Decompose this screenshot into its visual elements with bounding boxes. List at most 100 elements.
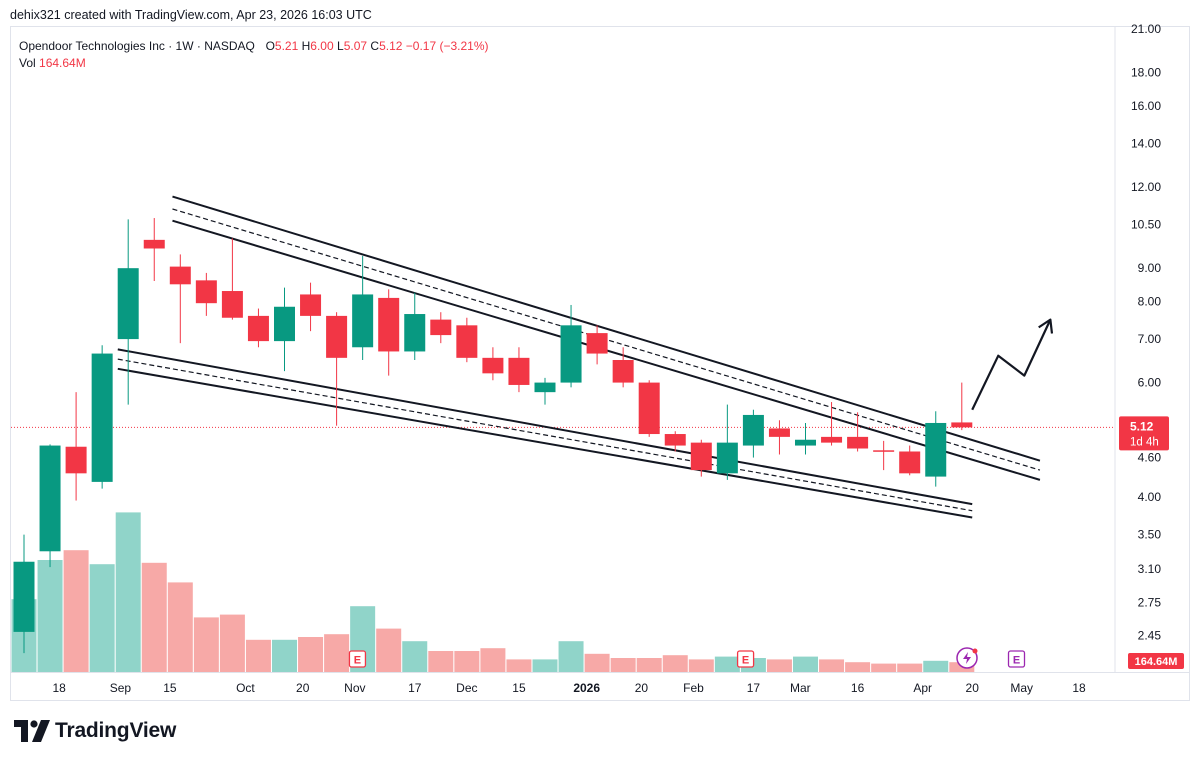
- time-tick-label: 18: [52, 681, 66, 695]
- candle[interactable]: [951, 382, 973, 431]
- candle[interactable]: [221, 238, 243, 320]
- volume-bar: [897, 663, 923, 672]
- candle[interactable]: [847, 412, 869, 452]
- candle[interactable]: [326, 312, 348, 426]
- candle[interactable]: [899, 445, 921, 476]
- time-tick-label: 20: [296, 681, 310, 695]
- notification-dot: [972, 648, 978, 654]
- candle[interactable]: [586, 325, 608, 365]
- time-tick-label: 17: [408, 681, 422, 695]
- upper-channel-solid-line: [172, 195, 1041, 462]
- volume-bar: [871, 663, 897, 672]
- candle[interactable]: [274, 287, 295, 372]
- candle[interactable]: [508, 347, 530, 393]
- volume-bar: [272, 639, 297, 672]
- candle[interactable]: [638, 380, 660, 437]
- candle[interactable]: [13, 534, 35, 654]
- volume-badge-value: 164.64M: [1135, 656, 1178, 668]
- symbol-title[interactable]: Opendoor Technologies Inc · 1W · NASDAQ: [19, 39, 255, 53]
- candle[interactable]: [430, 312, 452, 344]
- candle[interactable]: [91, 345, 113, 489]
- candle-body: [13, 561, 35, 632]
- candle[interactable]: [352, 255, 374, 361]
- close-label: C: [370, 39, 380, 53]
- candle[interactable]: [768, 420, 790, 455]
- candle[interactable]: [821, 402, 843, 446]
- candle[interactable]: [300, 282, 322, 332]
- candle[interactable]: [742, 409, 764, 458]
- low-value: 5.07: [343, 39, 368, 53]
- candle[interactable]: [404, 292, 426, 361]
- candle[interactable]: [117, 219, 139, 405]
- candle-body: [873, 450, 895, 452]
- candle[interactable]: [65, 392, 87, 501]
- lower-channel-dashed-line: [117, 358, 973, 512]
- projection-arrow-head: [1038, 318, 1054, 334]
- price-tick-label: 7.00: [1138, 332, 1162, 346]
- event-icon-letter: E: [742, 655, 749, 667]
- brand-name: TradingView: [55, 719, 177, 742]
- candle[interactable]: [195, 272, 217, 316]
- candle[interactable]: [690, 439, 712, 477]
- candle-body: [195, 280, 217, 304]
- candle-body: [430, 319, 452, 336]
- time-tick-label: 2026: [573, 681, 600, 695]
- earnings-event-icon[interactable]: E: [1007, 650, 1026, 668]
- earnings-event-icon[interactable]: E: [348, 650, 367, 668]
- legend-price-row: Opendoor Technologies Inc · 1W · NASDAQ …: [19, 38, 489, 55]
- candle[interactable]: [39, 444, 61, 568]
- volume-label[interactable]: Vol: [19, 56, 36, 70]
- high-label: H: [301, 39, 311, 53]
- candle[interactable]: [612, 347, 634, 388]
- candle-body: [274, 306, 295, 342]
- volume-bar: [141, 562, 167, 672]
- volume-bar: [584, 653, 610, 672]
- candle-body: [899, 451, 921, 474]
- tradingview-logo[interactable]: TradingView: [14, 719, 176, 743]
- volume-bar: [662, 655, 688, 672]
- candle[interactable]: [560, 304, 582, 388]
- candle-body: [586, 333, 608, 354]
- candle[interactable]: [873, 440, 895, 471]
- lightning-event-icon[interactable]: [956, 647, 978, 669]
- volume-bar: [298, 637, 324, 672]
- event-icon-letter: E: [354, 655, 361, 667]
- event-icon-letter: E: [1013, 655, 1020, 667]
- time-tick-label: May: [1010, 681, 1033, 695]
- volume-bar: [115, 512, 141, 672]
- candle-body: [612, 360, 634, 383]
- candle[interactable]: [925, 411, 947, 487]
- volume-bar: [454, 651, 480, 672]
- candle-body: [378, 297, 400, 352]
- candle[interactable]: [795, 422, 816, 455]
- earnings-event-icon[interactable]: E: [736, 650, 755, 668]
- drawing-annotations: [11, 195, 1115, 519]
- time-tick-label: 20: [635, 681, 649, 695]
- current-price-badge[interactable]: 5.12 1d 4h: [1119, 416, 1169, 451]
- legend-volume-row: Vol 164.64M: [19, 55, 489, 72]
- candle[interactable]: [378, 289, 400, 376]
- candle-body: [951, 422, 973, 428]
- candle[interactable]: [247, 308, 269, 348]
- volume-bar: [714, 656, 740, 672]
- price-axis: 21.00 18.00 16.00 14.00 12.00 10.50 9.00 8.00 7.…: [1131, 22, 1161, 642]
- volume-bar: [428, 651, 454, 672]
- candle-body: [169, 266, 191, 285]
- candle[interactable]: [716, 404, 738, 480]
- candle[interactable]: [482, 347, 504, 381]
- open-label: O: [265, 39, 275, 53]
- candle[interactable]: [456, 317, 478, 363]
- volume-bar: [793, 656, 818, 672]
- close-value: 5.12: [379, 39, 403, 53]
- candle[interactable]: [143, 218, 165, 282]
- volume-badge[interactable]: 164.64M: [1128, 653, 1184, 669]
- candle-body: [247, 315, 269, 342]
- price-tick-label: 4.00: [1138, 490, 1162, 504]
- volume-bar: [636, 658, 662, 672]
- candle[interactable]: [169, 254, 191, 344]
- candle[interactable]: [664, 431, 686, 452]
- candle[interactable]: [534, 377, 556, 405]
- price-tick-label: 21.00: [1131, 22, 1161, 36]
